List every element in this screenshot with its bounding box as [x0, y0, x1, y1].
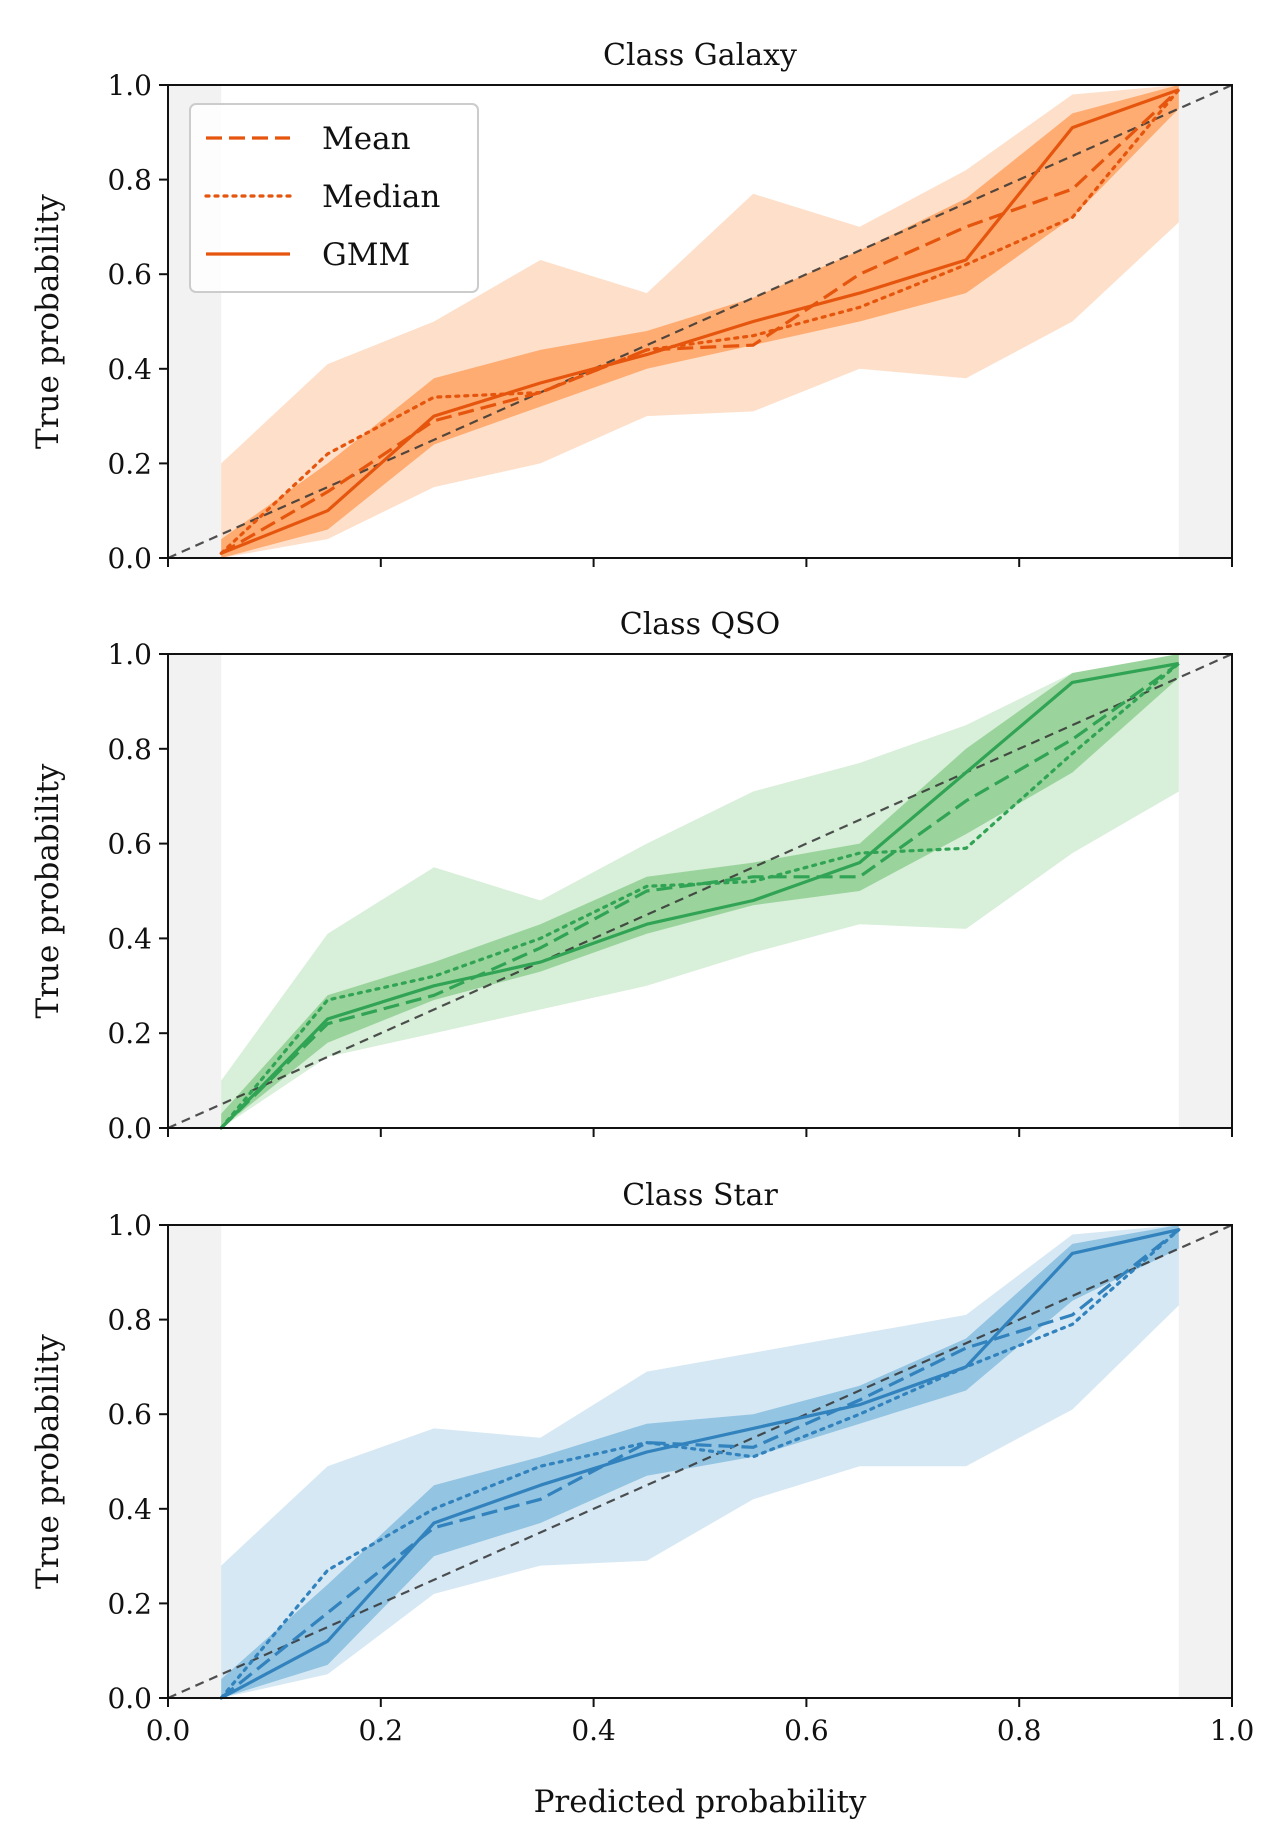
y-tick-label: 0.6	[107, 258, 152, 291]
axes-frame-qso	[167, 653, 1233, 1129]
series-median-line-star	[219, 1228, 1181, 1700]
y-tick-label: 0.8	[107, 164, 152, 197]
series-mean-line-qso	[220, 662, 1180, 1130]
y-axis-label-galaxy: True probability	[30, 194, 66, 449]
panel-star: 0.0 0.2 0.4 0.6 0.8 1.0 0.0 0.2 0.4 0.6 0.8 1.0 Clas…	[30, 1178, 1254, 1820]
panel-title-qso: Class QSO	[620, 607, 781, 642]
axes-frame-galaxy	[167, 84, 1233, 559]
series-median-line-galaxy	[219, 88, 1181, 555]
excluded-region-left	[168, 654, 222, 1128]
y-tick-label: 0.2	[107, 1017, 152, 1050]
panel-title-star: Class Star	[622, 1178, 778, 1213]
y-tick-label: 0.4	[107, 353, 152, 386]
legend: Mean Median GMM	[189, 103, 479, 293]
y-tick-label: 0.0	[107, 1682, 152, 1715]
legend-label-median: Median	[322, 179, 440, 215]
y-tick-label: 0.0	[107, 542, 152, 575]
panel-title-galaxy: Class Galaxy	[603, 38, 797, 73]
series-gmm-line-star	[220, 1228, 1180, 1700]
excluded-region-right	[1178, 654, 1232, 1128]
y-tick-label: 1.0	[107, 1209, 152, 1242]
x-tick-label: 0.8	[997, 1714, 1042, 1747]
y-axis-label-star: True probability	[30, 1334, 66, 1589]
y-tick-label: 1.0	[107, 638, 152, 671]
y-tick-label: 0.4	[107, 922, 152, 955]
y-tick-label: 0.6	[107, 1398, 152, 1431]
panel-galaxy: 0.0 0.2 0.4 0.6 0.8 1.0 Class Galaxy True proba…	[30, 38, 1233, 575]
legend-label-mean: Mean	[322, 121, 411, 157]
x-tick-label: 0.4	[571, 1714, 616, 1747]
legend-box	[189, 103, 479, 293]
y-tick-label: 1.0	[107, 69, 152, 102]
series-mean-line-star	[220, 1228, 1180, 1700]
y-tick-label: 0.6	[107, 828, 152, 861]
excluded-region-right	[1178, 85, 1232, 558]
y-tick-label: 0.0	[107, 1112, 152, 1145]
band-inner-galaxy	[221, 85, 1179, 558]
series-gmm-line-qso	[220, 661, 1180, 1130]
panel-qso: 0.0 0.2 0.4 0.6 0.8 1.0 Class QSO True probabil…	[30, 607, 1233, 1145]
series-median-line-qso	[219, 661, 1181, 1130]
y-tick-label: 0.4	[107, 1493, 152, 1526]
band-inner-star	[221, 1225, 1179, 1698]
x-tick-label: 1.0	[1210, 1714, 1255, 1747]
y-tick-label: 0.8	[107, 733, 152, 766]
x-tick-label: 0.0	[146, 1714, 191, 1747]
excluded-region-left	[168, 1225, 222, 1698]
y-axis-label-qso: True probability	[30, 763, 66, 1018]
y-tick-label: 0.8	[107, 1304, 152, 1337]
y-tick-label: 0.2	[107, 1587, 152, 1620]
x-tick-label: 0.2	[359, 1714, 404, 1747]
excluded-region-right	[1178, 1225, 1232, 1698]
y-tick-label: 0.2	[107, 447, 152, 480]
legend-label-gmm: GMM	[322, 237, 410, 273]
x-axis-label: Predicted probability	[534, 1784, 867, 1820]
series-gmm-line-galaxy	[220, 88, 1180, 555]
band-inner-qso	[221, 654, 1179, 1128]
x-tick-label: 0.6	[784, 1714, 829, 1747]
axes-frame-star	[167, 1224, 1233, 1699]
series-mean-line-galaxy	[220, 88, 1180, 555]
